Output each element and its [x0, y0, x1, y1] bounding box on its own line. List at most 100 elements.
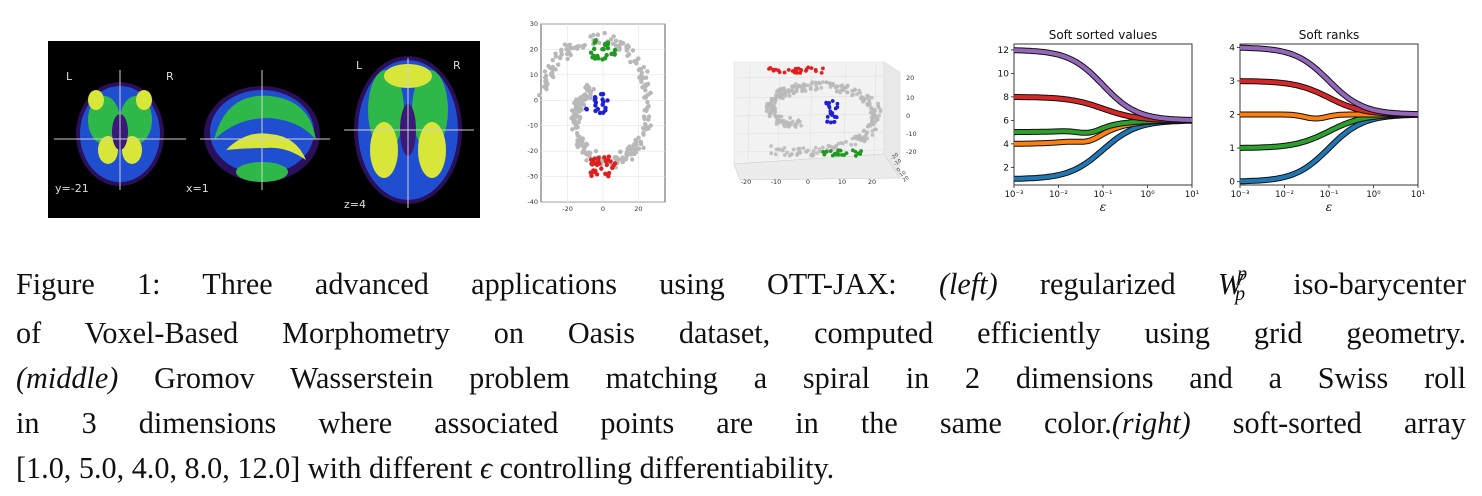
swiss-point-gray: [773, 109, 778, 114]
spiral-point-gray: [577, 114, 583, 120]
swiss-x-tick: -20: [741, 178, 752, 186]
brain-coord-z: z=4: [344, 198, 366, 211]
caption-left-marker: (left): [938, 267, 998, 301]
swiss-point-red: [804, 67, 809, 72]
chart-x-label: ε: [1326, 200, 1332, 214]
swiss-z-tick: 10: [906, 94, 914, 102]
spiral-point-green: [605, 41, 611, 47]
spiral-point-gray: [641, 145, 646, 151]
spiral-point-gray: [559, 52, 564, 57]
swiss-point-gray: [862, 138, 866, 143]
spiral-point-blue: [593, 103, 598, 108]
spiral-point-gray: [576, 120, 581, 125]
swiss-point-gray: [853, 142, 858, 147]
spiral-x-tick: 20: [634, 205, 642, 213]
swiss-point-gray: [857, 137, 862, 142]
spiral-point-gray: [562, 42, 568, 47]
spiral-point-gray: [584, 142, 590, 147]
swiss-point-gray: [810, 152, 815, 157]
swiss-point-gray: [769, 144, 774, 148]
brain-crosshairs: [54, 58, 474, 208]
spiral-point-gray: [645, 99, 650, 105]
chart-x-tick-label: 10⁰: [1140, 190, 1155, 200]
swiss-point-gray: [793, 82, 798, 86]
swiss-point-gray: [793, 125, 798, 129]
spiral-point-green: [592, 56, 598, 61]
swiss-point-gray: [769, 99, 774, 104]
swiss-point-gray: [800, 89, 804, 94]
spiral-point-gray: [629, 157, 635, 162]
spiral-point-gray: [583, 85, 588, 90]
swiss-point-blue: [835, 101, 840, 106]
swiss-point-gray: [850, 88, 854, 93]
swiss-point-gray: [865, 130, 870, 135]
spiral-point-gray: [570, 127, 575, 132]
spiral-point-gray: [626, 52, 632, 57]
swiss-point-gray: [785, 150, 789, 155]
swiss-point-gray: [862, 128, 867, 133]
spiral-point-gray: [581, 102, 587, 108]
spiral-point-red: [610, 165, 615, 171]
spiral-point-gray: [595, 32, 601, 37]
chart-x-tick-label: 10⁻¹: [1320, 190, 1339, 200]
caption-l1-end: iso-barycenter: [1293, 267, 1466, 301]
swiss-point-gray: [798, 146, 802, 151]
swiss-point-gray: [767, 104, 772, 109]
spiral-point-green: [588, 50, 594, 55]
spiral-point-red: [592, 156, 597, 162]
spiral-point-gray: [542, 69, 548, 74]
swiss-point-gray: [869, 95, 874, 100]
swiss-point-gray: [767, 114, 772, 119]
swiss-point-red: [796, 66, 801, 71]
caption-right-marker: (right): [1111, 406, 1191, 440]
spiral-point-blue: [592, 97, 598, 103]
chart-x-tick-label: 10⁰: [1366, 190, 1381, 200]
spiral-point-gray: [548, 71, 554, 77]
caption-l5-text: [1.0, 5.0, 4.0, 8.0, 12.0] with differen…: [16, 451, 473, 485]
spiral-point-gray: [558, 55, 563, 61]
spiral-point-gray: [643, 75, 649, 80]
figure-caption: Figure 1: Three advanced applications us…: [16, 262, 1466, 491]
caption-l3-text: Gromov Wasserstein problem matching a sp…: [154, 361, 1466, 395]
swiss-point-gray: [844, 84, 849, 89]
spiral-point-gray: [579, 107, 584, 112]
swiss-point-gray: [788, 116, 792, 120]
spiral-point-gray: [580, 136, 586, 141]
swiss-z-tick: 20: [906, 74, 914, 82]
swiss-point-gray: [771, 106, 775, 111]
swiss-point-gray: [783, 93, 788, 98]
swiss-point-gray: [797, 83, 802, 88]
spiral-point-gray: [571, 113, 577, 119]
spiral-point-red: [605, 157, 611, 163]
chart-x-tick-label: 10⁻¹: [1094, 190, 1113, 200]
spiral-tick-labels: -20 0 20 30 20 10 0 -10 -20 -30 -40: [527, 20, 642, 213]
spiral-point-red: [594, 172, 600, 177]
swiss-point-gray: [832, 145, 837, 150]
spiral-point-gray: [630, 48, 636, 53]
spiral-2d-plot: -20 0 20 30 20 10 0 -10 -20 -30 -40: [527, 20, 666, 213]
spiral-point-gray: [641, 132, 646, 137]
spiral-point-gray: [550, 57, 555, 63]
swiss-point-gray: [872, 112, 877, 117]
swiss-point-gray: [773, 98, 778, 103]
swiss-point-red: [773, 67, 778, 72]
spiral-point-gray: [636, 56, 641, 61]
swiss-point-green: [853, 149, 858, 154]
swiss-point-gray: [794, 88, 799, 93]
swiss-y-tick: 20: [902, 175, 911, 184]
spiral-point-gray: [553, 54, 559, 59]
swiss-point-gray: [789, 152, 794, 157]
chart-axes-frame: [1013, 43, 1193, 186]
spiral-point-gray: [613, 38, 619, 43]
chart-series-line: [1014, 48, 1193, 122]
swiss-point-gray: [869, 105, 874, 110]
swiss-y-tick: 0: [896, 167, 902, 174]
spiral-point-gray: [586, 150, 592, 155]
swiss-point-gray: [872, 107, 877, 112]
swiss-point-gray: [854, 136, 859, 141]
spiral-point-blue: [603, 105, 608, 111]
swiss-point-gray: [782, 153, 787, 158]
swiss-point-gray: [780, 96, 785, 101]
swiss-point-gray: [819, 85, 824, 90]
